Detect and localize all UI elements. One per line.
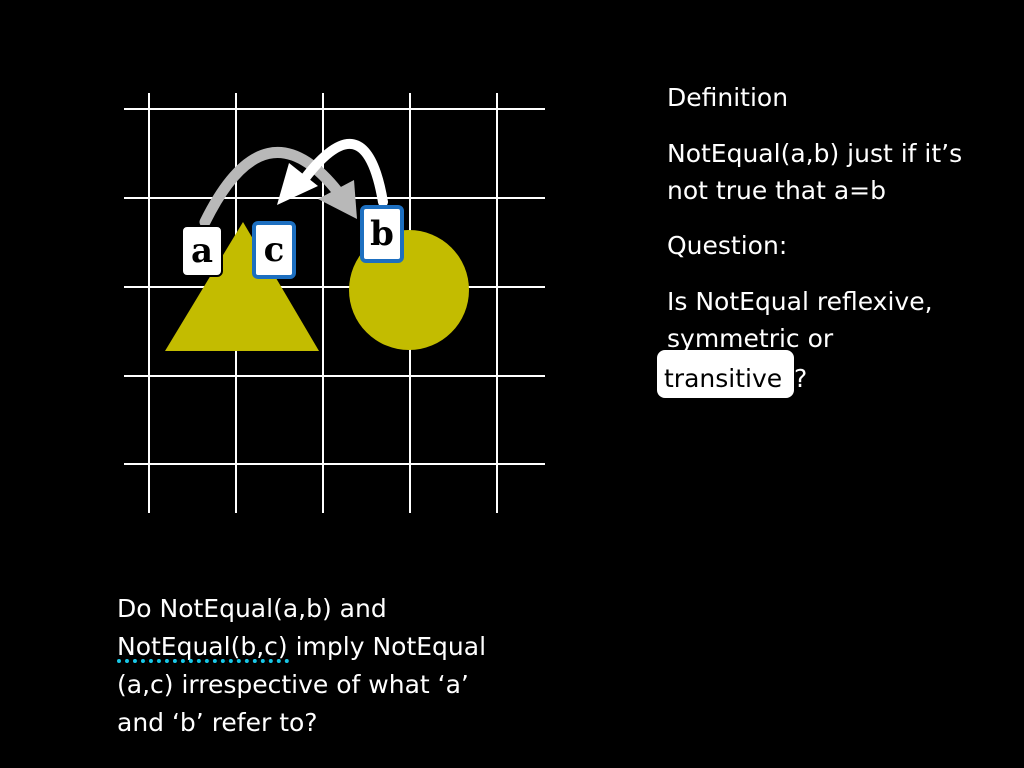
label-c: c <box>252 221 296 279</box>
bottom-question-line: Do NotEqual(a,b) and <box>117 594 387 623</box>
definition-text: NotEqual(a,b) just if it’s not true that… <box>667 139 963 205</box>
highlighted-word: transitive <box>664 364 783 393</box>
question-heading: Question: <box>667 231 788 260</box>
label-c-text: c <box>263 230 285 270</box>
yellow-triangle <box>165 222 319 351</box>
bottom-question-line: (a,c) irrespective of what ‘a’ <box>117 670 469 699</box>
question-mark: ? <box>794 364 808 393</box>
bottom-question: Do NotEqual(a,b) and NotEqual(b,c) imply… <box>117 590 537 742</box>
label-b-text: b <box>370 214 394 254</box>
bottom-question-line: NotEqual(b,c) imply NotEqual <box>117 632 487 661</box>
bottom-question-line: and ‘b’ refer to? <box>117 708 318 737</box>
spellcheck-underline <box>117 655 289 663</box>
white-arrow-b-to-c <box>295 139 388 207</box>
definition-heading: Definition <box>667 83 789 112</box>
label-b: b <box>360 205 404 263</box>
white-arrow-head <box>277 163 318 205</box>
gray-arrow-a-to-b <box>199 147 344 228</box>
grid <box>124 93 545 513</box>
gray-arrow-head <box>318 180 357 219</box>
question-text: Is NotEqual reflexive, symmetric or <box>667 287 933 353</box>
label-a: a <box>181 225 223 277</box>
highlight-box <box>657 350 794 398</box>
label-a-text: a <box>190 231 214 271</box>
